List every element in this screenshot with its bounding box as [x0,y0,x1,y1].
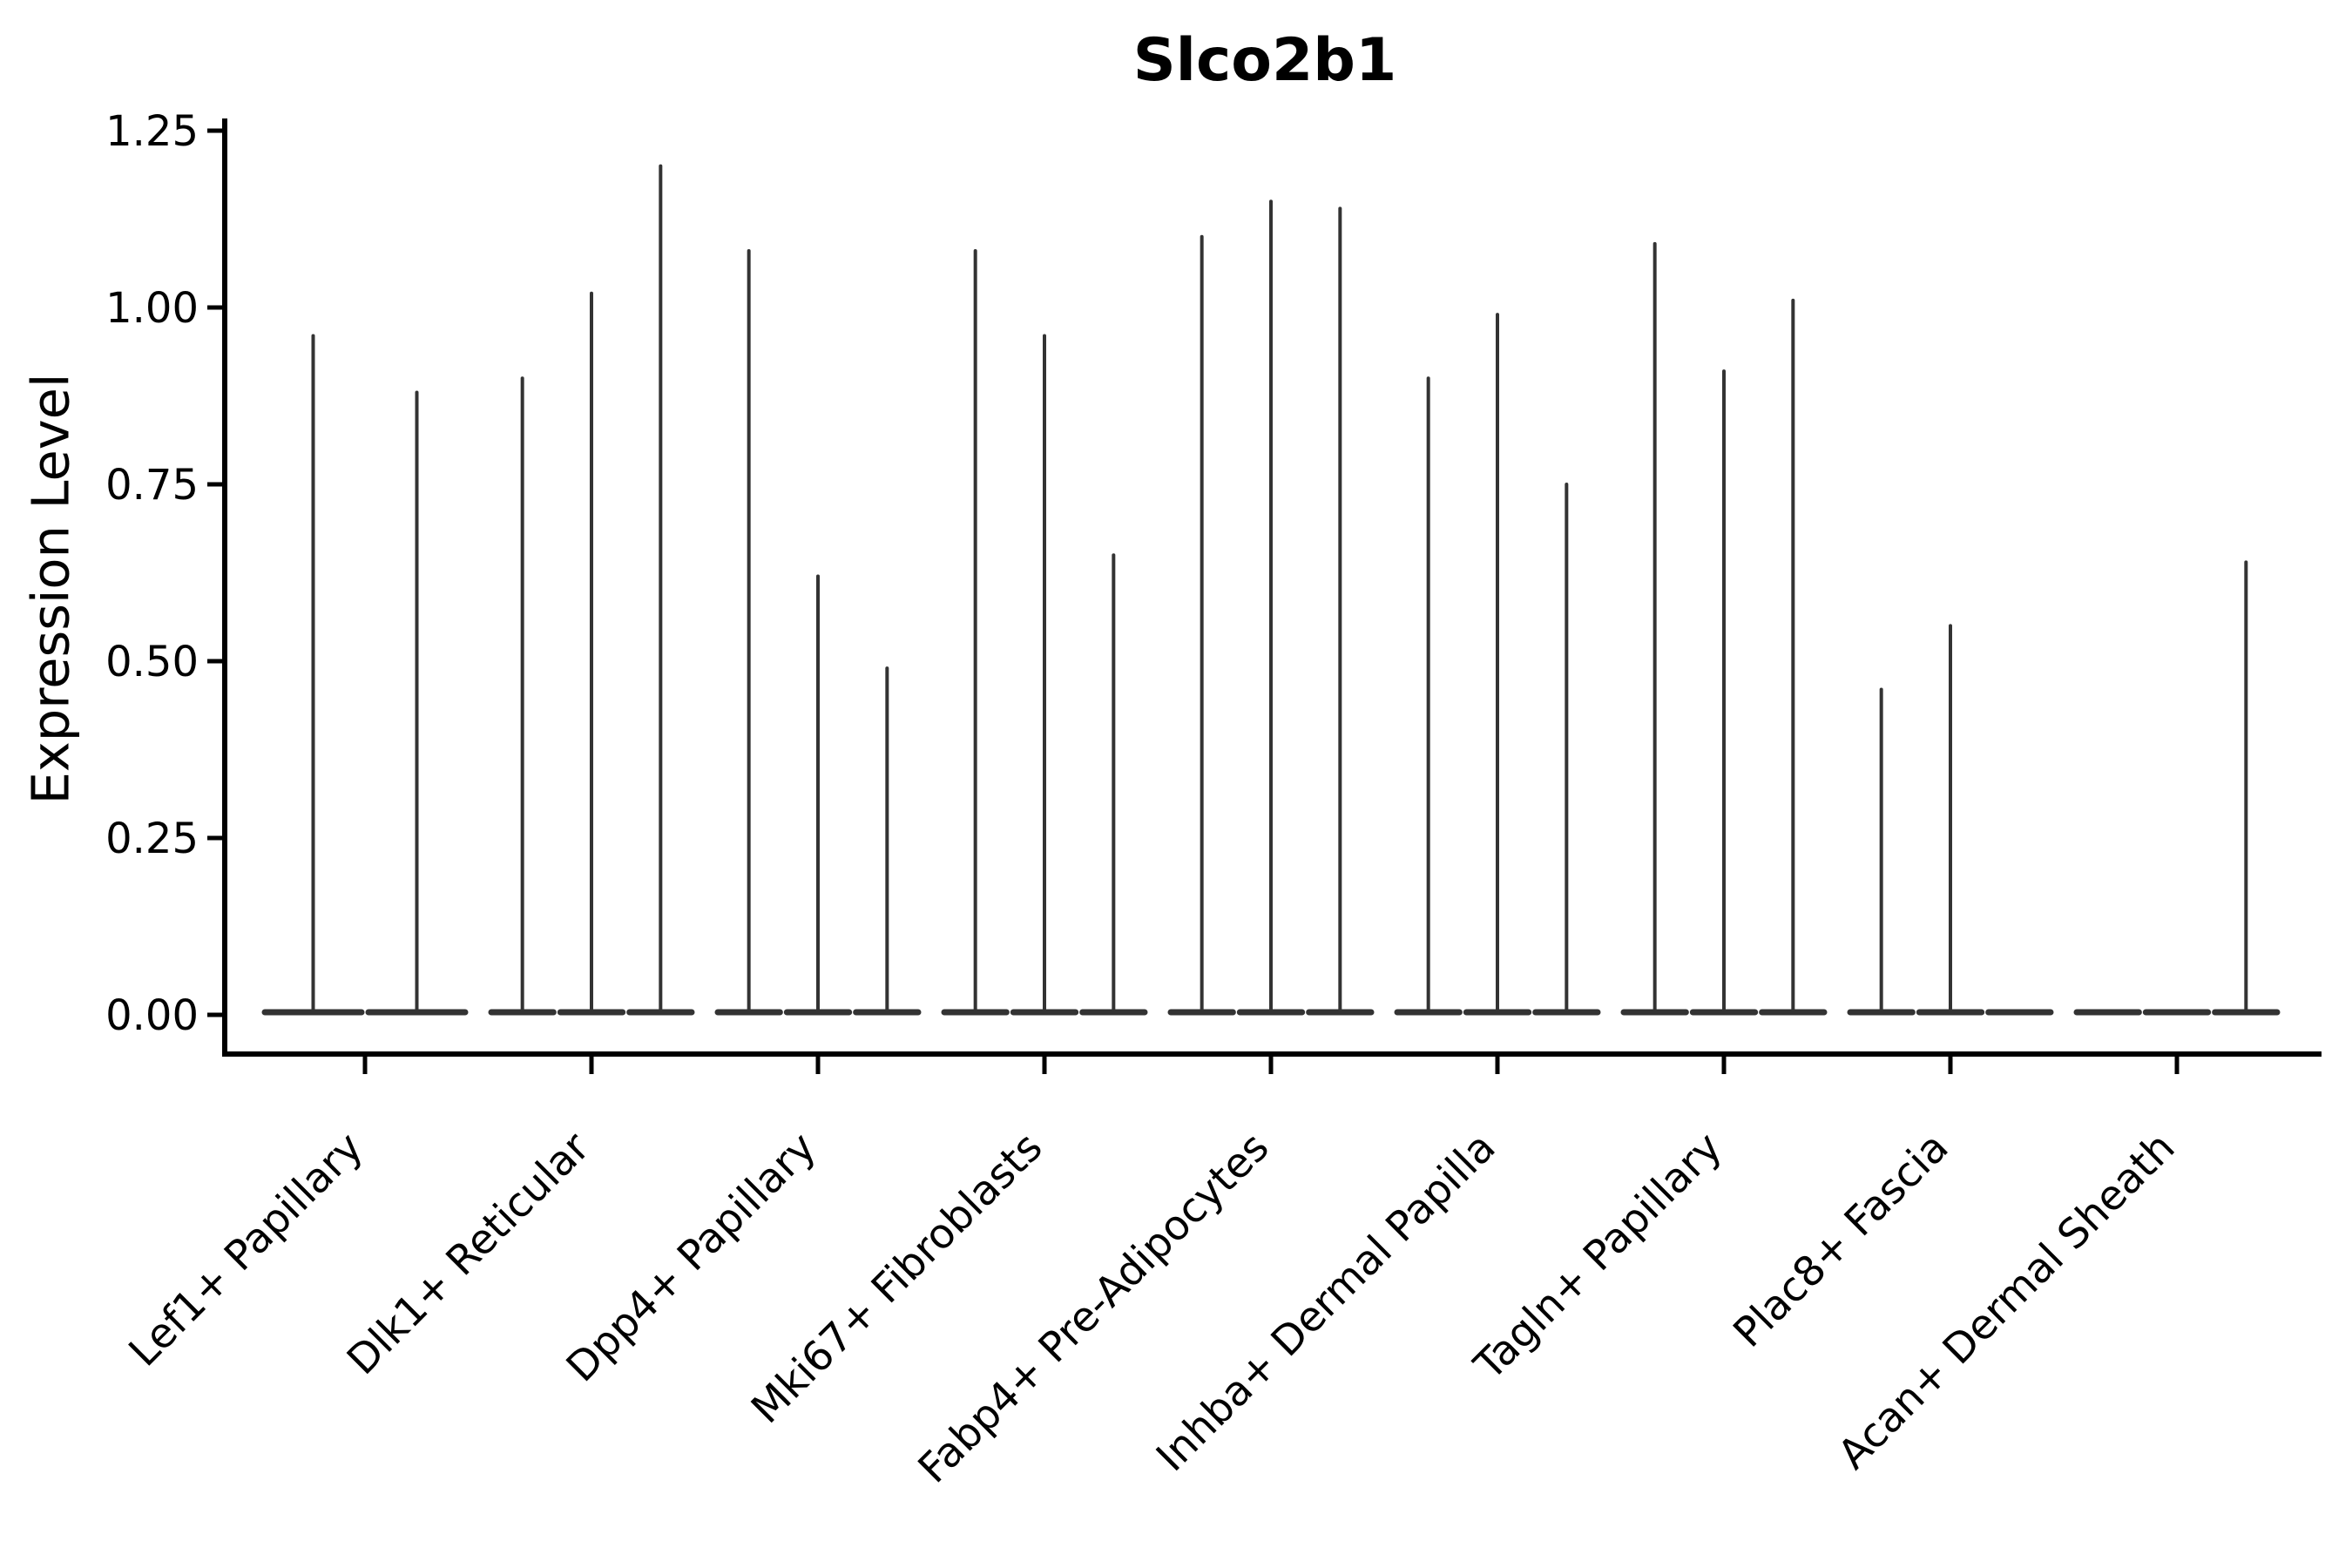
y-tick-label: 0.50 [105,638,199,686]
y-tick-label: 1.25 [105,107,199,156]
x-tick-label: Dlk1+ Reticular [338,1123,599,1384]
x-tick-label: Dpp4+ Papillary [558,1124,826,1392]
y-tick-label: 0.75 [105,461,199,510]
x-tick-label: Plac8+ Fascia [1725,1124,1958,1357]
x-tick-label: Tagln+ Papillary [1465,1124,1732,1390]
x-tick-label: Lef1+ Papillary [120,1124,373,1376]
y-tick-label: 1.00 [105,284,199,333]
y-tick-label: 0.25 [105,814,199,863]
y-tick-label: 0.00 [105,991,199,1040]
chart-title: Slco2b1 [1132,26,1397,95]
